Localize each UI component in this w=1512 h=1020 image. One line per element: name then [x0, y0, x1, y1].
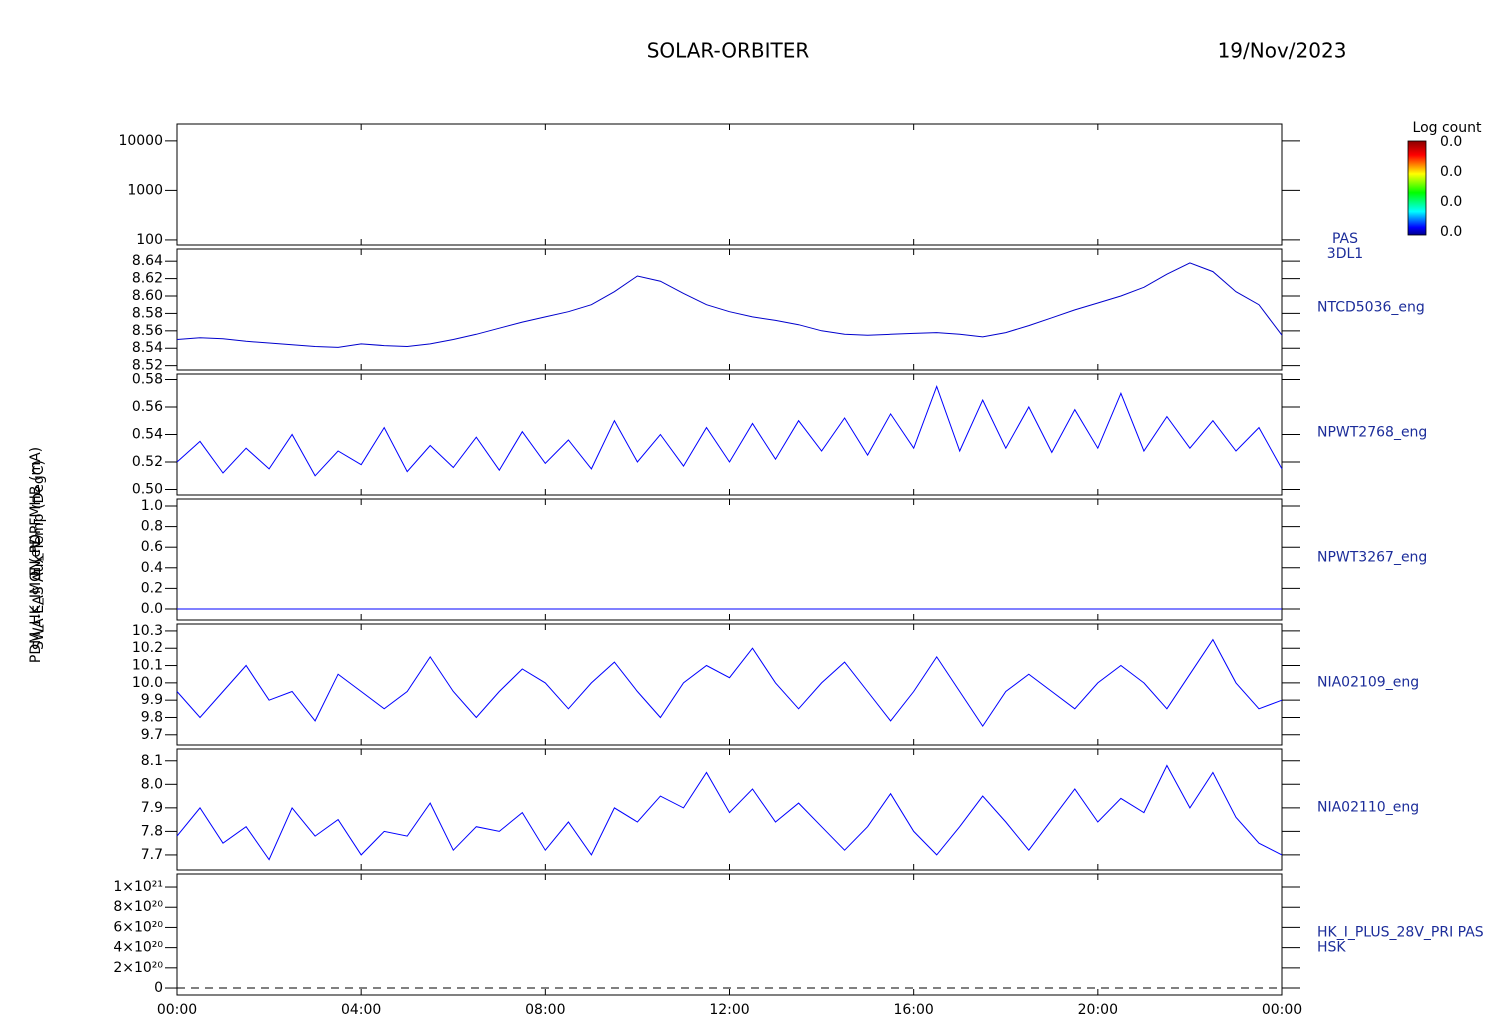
title: SOLAR-ORBITER [647, 39, 810, 63]
y-axis-label: SWA-EAS Aux Temp (DegC) [31, 460, 47, 650]
panel-frame [176, 748, 1283, 871]
y-tick-label: 4×10²⁰ [113, 940, 163, 956]
y-tick-label: 1000 [127, 182, 163, 198]
y-tick-label: 8×10²⁰ [113, 899, 163, 915]
series-line [176, 384, 1283, 477]
date: 19/Nov/2023 [1218, 39, 1347, 63]
series-line [176, 764, 1283, 861]
panel-frame [176, 123, 1283, 246]
y-tick-label: 1×10²¹ [113, 879, 163, 895]
y-tick-label: 0.50 [132, 482, 163, 498]
x-tick-label: 00:00 [1262, 1002, 1302, 1018]
y-tick-label: 8.62 [132, 271, 163, 287]
x-tick-label: 04:00 [341, 1002, 381, 1018]
x-tick-label: 16:00 [893, 1002, 933, 1018]
series-label: NIA02109_eng [1317, 675, 1419, 691]
x-tick-label: 00:00 [157, 1002, 197, 1018]
colorbar-title: Log count [1413, 120, 1482, 136]
colorbar [1407, 140, 1427, 236]
y-tick-label: 100 [136, 232, 163, 248]
panel-frame [176, 373, 1283, 496]
y-tick-label: 8.54 [132, 340, 163, 356]
y-axis-label: PDM_HK_IMON_PDPFMHB (mA) [28, 447, 44, 663]
y-tick-label: 8.56 [132, 323, 163, 339]
colorbar-label: 0.0 [1440, 134, 1462, 150]
y-tick-label: 10.0 [132, 675, 163, 691]
y-tick-label: 9.8 [141, 709, 163, 725]
x-tick-label: 12:00 [709, 1002, 749, 1018]
series-line [176, 638, 1283, 728]
y-tick-label: 8.1 [141, 753, 163, 769]
y-tick-label: 10.3 [132, 623, 163, 639]
colorbar-label: 0.0 [1440, 224, 1462, 240]
y-tick-label: 0.56 [132, 399, 163, 415]
panel-frame [176, 623, 1283, 746]
colorbar-label: 0.0 [1440, 194, 1462, 210]
x-tick-label: 20:00 [1078, 1002, 1118, 1018]
y-axis-label: E (eV) [28, 534, 44, 576]
y-tick-label: 0 [154, 980, 163, 996]
y-tick-label: 10.2 [132, 640, 163, 656]
y-tick-label: 8.64 [132, 253, 163, 269]
y-tick-label: 0.0 [141, 601, 163, 617]
y-tick-label: 9.9 [141, 692, 163, 708]
series-label: HSK [1317, 940, 1346, 956]
y-tick-label: 8.58 [132, 305, 163, 321]
panel-frame [176, 498, 1283, 621]
y-tick-label: 9.7 [141, 727, 163, 743]
y-tick-label: 2×10²⁰ [113, 960, 163, 976]
y-tick-label: 7.9 [141, 800, 163, 816]
y-tick-label: 0.58 [132, 372, 163, 388]
y-tick-label: 10000 [118, 133, 163, 149]
series-label: HK_I_PLUS_28V_PRI PAS [1317, 925, 1484, 941]
y-tick-label: 7.8 [141, 823, 163, 839]
panel-frame [176, 873, 1283, 996]
y-tick-label: 8.52 [132, 358, 163, 374]
series-label: PAS [1332, 231, 1358, 247]
y-tick-label: 0.4 [141, 560, 163, 576]
y-tick-label: 0.54 [132, 427, 163, 443]
y-tick-label: 0.52 [132, 454, 163, 470]
y-tick-label: 7.7 [141, 847, 163, 863]
y-tick-label: 8.0 [141, 776, 163, 792]
y-tick-label: 0.2 [141, 580, 163, 596]
series-label: NPWT3267_eng [1317, 550, 1427, 566]
y-tick-label: 8.60 [132, 288, 163, 304]
y-tick-label: 0.6 [141, 539, 163, 555]
colorbar-label: 0.0 [1440, 164, 1462, 180]
x-tick-label: 08:00 [525, 1002, 565, 1018]
series-line [176, 262, 1283, 348]
series-label: NPWT2768_eng [1317, 425, 1427, 441]
series-label: 3DL1 [1327, 246, 1363, 262]
panel-frame [176, 248, 1283, 371]
y-tick-label: 0.8 [141, 519, 163, 535]
y-tick-label: 1.0 [141, 498, 163, 514]
y-tick-label: 10.1 [132, 658, 163, 674]
series-label: NIA02110_eng [1317, 800, 1419, 816]
y-tick-label: 6×10²⁰ [113, 919, 163, 935]
series-label: NTCD5036_eng [1317, 300, 1425, 316]
